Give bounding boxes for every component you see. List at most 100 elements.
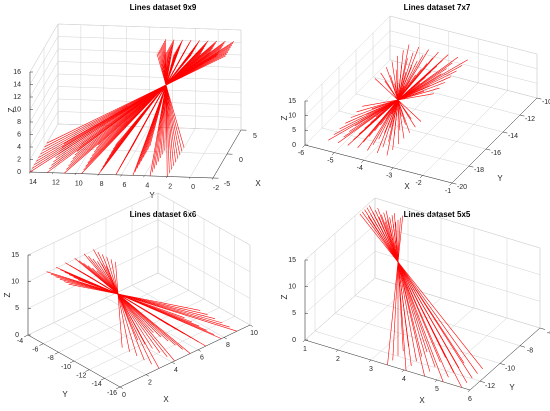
y-tick-label: -12 (525, 116, 535, 123)
line (40, 50, 229, 155)
line (157, 51, 183, 152)
line (72, 47, 213, 159)
line (164, 52, 167, 151)
x-tick-label: -2 (415, 180, 421, 187)
tick-mark (468, 165, 474, 168)
line (91, 49, 204, 156)
grid-line (304, 197, 376, 261)
grid-line (157, 192, 251, 246)
z-tick-label: 16 (13, 69, 21, 76)
grid-line (355, 93, 504, 133)
line (57, 49, 221, 155)
line (63, 55, 218, 145)
tick-mark (197, 349, 201, 352)
grid-line (338, 110, 487, 150)
grid-line (157, 219, 251, 272)
y-axis (469, 327, 541, 391)
line (162, 50, 168, 155)
line (161, 44, 174, 166)
z-tick-label: 8 (17, 119, 21, 126)
tick-mark (145, 374, 149, 377)
grid-line (27, 246, 159, 309)
tick-mark (451, 182, 457, 185)
x-tick-label: -4 (357, 165, 363, 172)
y-tick-label: 12 (52, 180, 60, 187)
line (392, 217, 401, 361)
line (156, 44, 172, 166)
line (159, 48, 179, 159)
z-tick-label: 0 (17, 169, 21, 176)
grid-line (29, 23, 59, 73)
tick-mark (85, 369, 90, 372)
line (80, 55, 209, 145)
grid-line (314, 330, 481, 382)
line (87, 265, 169, 342)
line (61, 53, 219, 148)
grid-line (304, 59, 391, 146)
line (83, 253, 175, 362)
grid-line (389, 30, 538, 69)
line (149, 54, 175, 147)
line (160, 48, 170, 158)
z-tick-label: 10 (13, 106, 21, 113)
x-tick-label: 4 (174, 367, 178, 374)
grid-line (321, 127, 470, 167)
line (115, 54, 192, 146)
grid-line (29, 48, 59, 98)
chart-title: Lines dataset 5x5 (404, 210, 471, 219)
line (88, 256, 168, 357)
tick-mark (502, 131, 508, 134)
grid-line (374, 224, 541, 275)
z-axis-label: Z (280, 294, 289, 299)
line (101, 254, 145, 361)
tick-mark (335, 349, 339, 353)
x-tick-label: 5 (253, 133, 257, 140)
z-axis-label: Z (3, 292, 12, 297)
tick-mark (361, 160, 364, 163)
tick-mark (536, 97, 542, 100)
line (68, 44, 215, 167)
z-tick-label: 15 (288, 257, 296, 264)
line (359, 213, 483, 370)
line (59, 51, 220, 152)
x-axis (304, 144, 453, 184)
grid-line (104, 316, 235, 379)
grid-line (121, 126, 150, 176)
grid-line (29, 123, 59, 173)
grid-line (57, 123, 242, 131)
line (74, 258, 191, 354)
line (101, 263, 146, 345)
y-axis (451, 97, 538, 184)
grid-line (370, 297, 442, 361)
tick-mark (449, 182, 453, 186)
tick-mark (467, 389, 471, 393)
line (77, 279, 185, 319)
line (95, 53, 202, 149)
line (76, 51, 211, 152)
grid-line (157, 272, 251, 326)
grid-line (374, 197, 541, 249)
line (158, 49, 181, 155)
line (36, 46, 232, 162)
tick-mark (485, 148, 491, 151)
tick-mark (519, 114, 525, 117)
y-axis-label: Y (497, 174, 503, 183)
x-tick-label: 6 (200, 355, 204, 362)
line (64, 281, 208, 315)
grid-line (57, 86, 242, 93)
tick-mark (519, 345, 526, 348)
grid-line (304, 277, 376, 341)
z-tick-label: 2 (17, 156, 21, 163)
tick-mark (302, 339, 306, 343)
line (115, 261, 123, 348)
x-tick-label: 4 (402, 376, 406, 383)
grid-line (304, 251, 376, 314)
line (98, 54, 201, 146)
z-tick-label: 5 (292, 127, 296, 134)
z-tick-label: 15 (11, 252, 19, 259)
z-tick-label: 0 (292, 337, 296, 344)
grid-line (389, 15, 538, 55)
line (378, 216, 441, 363)
line (46, 55, 226, 144)
tick-mark (115, 386, 121, 390)
